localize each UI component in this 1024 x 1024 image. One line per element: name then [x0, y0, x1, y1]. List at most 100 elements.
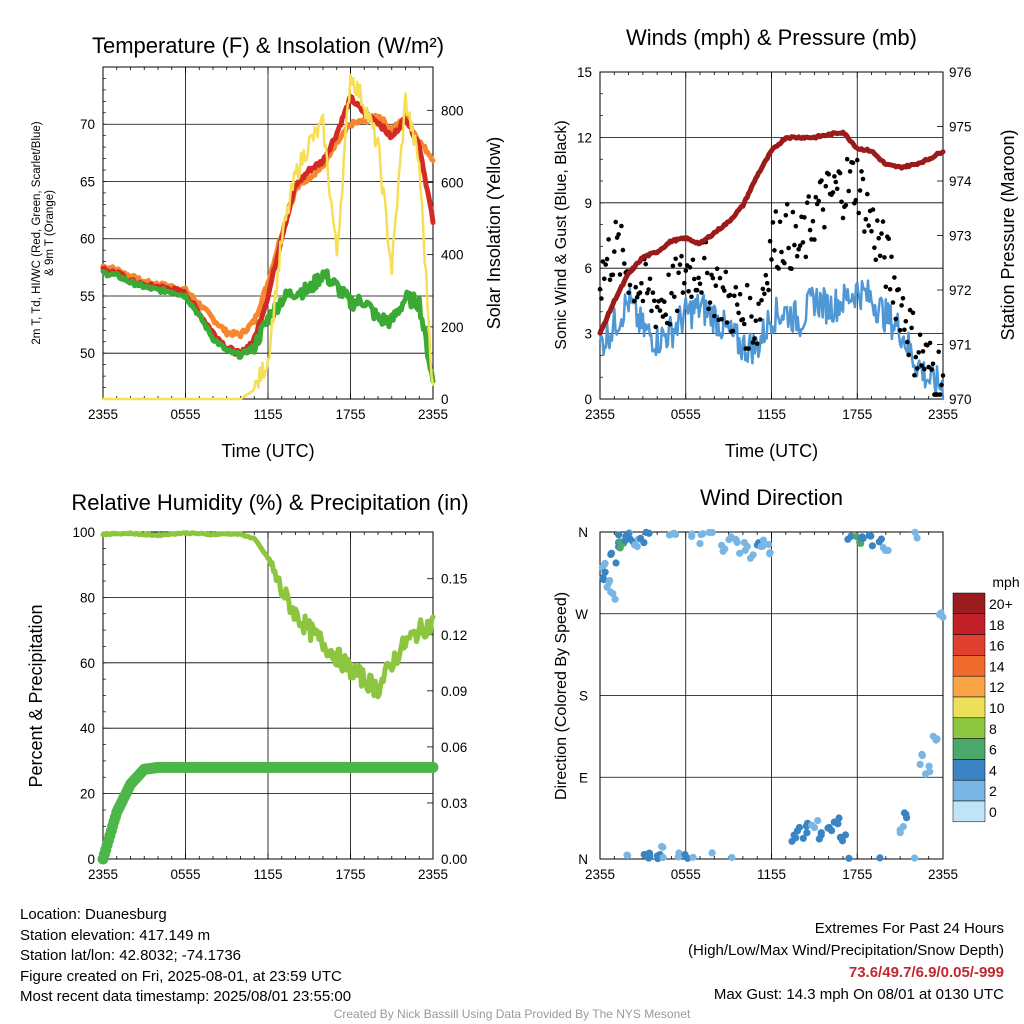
gust-point — [689, 294, 694, 300]
wind-direction-point — [653, 852, 662, 860]
gust-point — [870, 207, 876, 212]
gust-point — [644, 290, 650, 296]
wind-direction-point — [624, 530, 632, 538]
gust-point — [793, 223, 799, 229]
x-tick-label: 1755 — [842, 867, 872, 882]
wind-direction-point — [699, 530, 707, 538]
y2-tick-label: 800 — [441, 103, 464, 118]
wind-direction-point — [645, 849, 653, 858]
gust-point — [773, 209, 779, 214]
x-tick-label: 1155 — [757, 407, 786, 422]
wind-direction-point — [689, 853, 697, 861]
wind-direction-point — [645, 529, 653, 537]
wind-direction-point — [601, 568, 609, 576]
wind-direction-point — [623, 851, 631, 859]
location-text: Location: Duanesburg — [20, 906, 167, 923]
wind-direction-point — [675, 849, 683, 857]
wind-direction-point — [922, 770, 930, 778]
dewpoint-line — [100, 268, 436, 384]
gust-point — [714, 266, 720, 272]
gust-point — [844, 156, 850, 162]
y2-tick-label: 400 — [441, 248, 464, 263]
gust-point — [872, 245, 877, 250]
gust-point — [937, 392, 943, 397]
wind-direction-point — [916, 760, 924, 769]
gust-point — [617, 272, 623, 277]
gust-point — [889, 254, 894, 260]
y2-tick-label: 0.09 — [441, 684, 467, 699]
y-axis-label-line1: 2m T, Td, HI/WC (Red, Green, Scarlet/Blu… — [31, 121, 43, 344]
y-axis-label-text: Direction (Colored By Speed) — [553, 592, 570, 800]
gust-point — [837, 170, 843, 176]
x-tick-label: 2355 — [88, 867, 118, 882]
gust-point — [600, 259, 606, 264]
extremes-values: 73.6/49.7/6.9/0.05/-999 — [848, 964, 1004, 981]
wind-direction-point — [732, 535, 740, 544]
y-tick-label: 9 — [584, 196, 592, 211]
x-tick-label: 2355 — [928, 867, 958, 882]
y-tick-label: 3 — [584, 327, 592, 342]
x-tick-label: 1155 — [757, 867, 786, 882]
gust-point — [883, 284, 889, 290]
gust-point — [802, 215, 807, 220]
y-tick-label: 55 — [80, 289, 95, 304]
y-axis-label-text: Sonic Wind & Gust (Blue, Black) — [553, 120, 570, 349]
latlon-text: Station lat/lon: 42.8032; -74.1736 — [20, 947, 242, 964]
station-info: Location: Duanesburg Station elevation: … — [20, 905, 351, 1008]
gust-point — [823, 183, 829, 189]
x-tick-label: 2355 — [928, 407, 958, 422]
wind-direction-point — [616, 544, 624, 552]
legend-label: 10 — [989, 700, 1005, 716]
gust-point — [876, 235, 881, 241]
gust-point — [939, 382, 944, 388]
gust-point — [673, 256, 678, 262]
credit-text: Created By Nick Bassill Using Data Provi… — [333, 1007, 691, 1021]
gust-point — [782, 260, 787, 266]
wind-direction-point — [810, 824, 819, 832]
wind-direction-point — [759, 536, 768, 544]
wind-direction-point — [876, 854, 884, 862]
legend-swatch — [952, 634, 986, 656]
wind-direction-point — [845, 854, 853, 862]
legend-swatch — [952, 779, 986, 802]
x-tick-label: 2355 — [418, 867, 448, 882]
x-tick-label: 2355 — [585, 867, 615, 882]
wind-direction-point — [671, 530, 680, 539]
wind-direction-point — [884, 546, 892, 555]
y2-tick-label: 975 — [949, 120, 972, 135]
legend-label: 4 — [989, 762, 997, 778]
legend-label: 20+ — [989, 596, 1013, 612]
gust-point — [772, 248, 777, 253]
y2-tick-label: 971 — [949, 338, 972, 353]
gust-point — [710, 275, 716, 281]
gust-point — [754, 341, 760, 347]
y-tick-label: 40 — [80, 721, 95, 736]
wind-direction-point — [705, 528, 713, 537]
gust-point — [649, 308, 654, 314]
wind-direction-point — [708, 849, 716, 857]
y2-tick-label: 972 — [949, 283, 972, 298]
y-axis-label: Sonic Wind & Gust (Blue, Black) — [553, 120, 570, 349]
wind-direction-point — [925, 762, 933, 770]
gust-point — [792, 242, 797, 248]
chart-title: Wind Direction — [700, 485, 843, 510]
gust-point — [732, 293, 737, 299]
x-tick-label: 2355 — [418, 407, 448, 422]
y-tick-label: 6 — [584, 261, 592, 276]
gust-point — [680, 290, 686, 295]
relative-humidity-line — [100, 530, 436, 700]
temp-2m-line — [100, 93, 436, 357]
gust-point — [766, 287, 771, 293]
y2-axis-label-text: Solar Insolation (Yellow) — [484, 137, 504, 329]
wind-direction-point — [857, 534, 865, 542]
gust-point — [622, 261, 627, 266]
wind-direction-point — [918, 752, 927, 760]
gust-point — [597, 286, 603, 292]
x-tick-label: 2355 — [585, 407, 615, 422]
wind-direction-point — [599, 574, 607, 582]
y2-tick-label: 0.03 — [441, 796, 467, 811]
gust-point — [913, 354, 919, 360]
gust-point — [697, 281, 703, 287]
gust-point — [833, 179, 839, 185]
